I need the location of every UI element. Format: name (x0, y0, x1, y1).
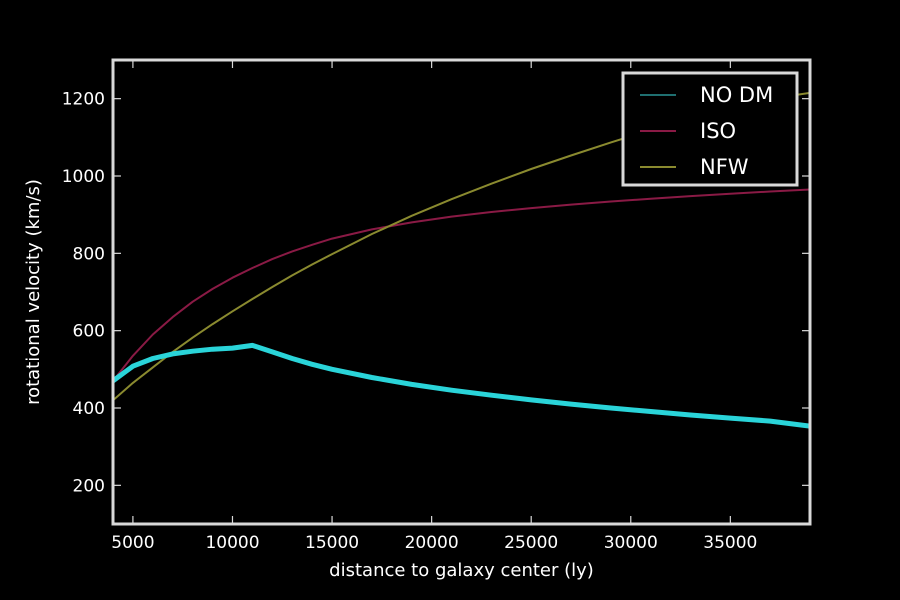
plot-frame (111, 58, 812, 526)
x-tick-label: 10000 (205, 533, 259, 553)
y-tick-label: 600 (73, 322, 105, 342)
x-tick-label: 30000 (604, 533, 658, 553)
y-tick-label: 1200 (62, 90, 105, 110)
legend-label-0: NO DM (700, 83, 773, 107)
x-tick-label: 35000 (703, 533, 757, 553)
series-line-0 (113, 342, 810, 429)
y-tick-label: 1000 (62, 167, 105, 187)
legend-label-2: NFW (700, 155, 749, 179)
x-tick-label: 25000 (504, 533, 558, 553)
x-tick-label: 15000 (305, 533, 359, 553)
x-axis-label: distance to galaxy center (ly) (329, 560, 594, 581)
x-tick-label: 5000 (111, 533, 154, 553)
y-tick-label: 800 (73, 244, 105, 264)
x-tick-label: 20000 (405, 533, 459, 553)
y-axis-label: rotational velocity (km/s) (23, 179, 44, 405)
tick-layer: 5000 10000 15000 20000 25000 30000 35000 200 400… (62, 60, 810, 553)
legend-label-1: ISO (700, 119, 736, 143)
series-line-1 (113, 188, 810, 382)
y-tick-label: 200 (73, 476, 105, 496)
legend: NO DM ISO NFW (621, 71, 799, 187)
y-tick-label: 400 (73, 399, 105, 419)
